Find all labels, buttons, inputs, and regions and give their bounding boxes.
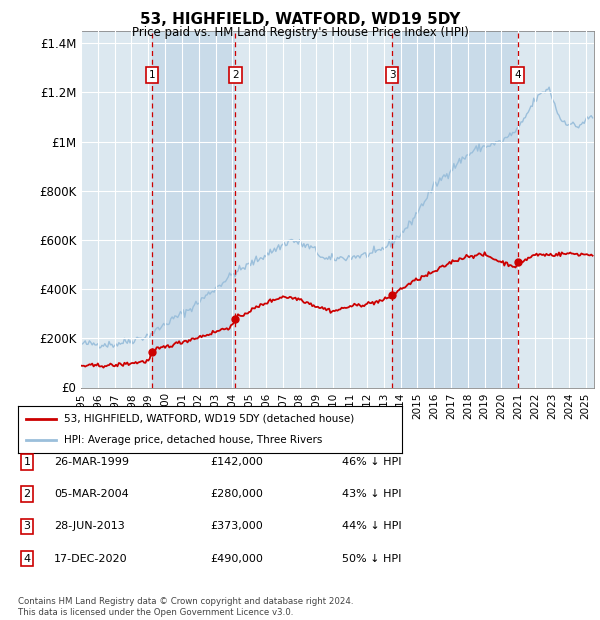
Text: 17-DEC-2020: 17-DEC-2020 bbox=[54, 554, 128, 564]
Text: 2: 2 bbox=[232, 70, 239, 80]
Text: £280,000: £280,000 bbox=[210, 489, 263, 499]
Text: 3: 3 bbox=[23, 521, 31, 531]
Text: 50% ↓ HPI: 50% ↓ HPI bbox=[342, 554, 401, 564]
Text: HPI: Average price, detached house, Three Rivers: HPI: Average price, detached house, Thre… bbox=[64, 435, 322, 445]
Text: 1: 1 bbox=[149, 70, 155, 80]
Text: 3: 3 bbox=[389, 70, 395, 80]
Text: 44% ↓ HPI: 44% ↓ HPI bbox=[342, 521, 401, 531]
Text: 53, HIGHFIELD, WATFORD, WD19 5DY: 53, HIGHFIELD, WATFORD, WD19 5DY bbox=[140, 12, 460, 27]
Text: 4: 4 bbox=[23, 554, 31, 564]
Text: 4: 4 bbox=[514, 70, 521, 80]
Text: Contains HM Land Registry data © Crown copyright and database right 2024.
This d: Contains HM Land Registry data © Crown c… bbox=[18, 598, 353, 617]
Text: Price paid vs. HM Land Registry's House Price Index (HPI): Price paid vs. HM Land Registry's House … bbox=[131, 26, 469, 39]
Text: £142,000: £142,000 bbox=[210, 457, 263, 467]
Bar bbox=[392, 31, 518, 388]
Text: £373,000: £373,000 bbox=[210, 521, 263, 531]
Text: 43% ↓ HPI: 43% ↓ HPI bbox=[342, 489, 401, 499]
Text: 53, HIGHFIELD, WATFORD, WD19 5DY (detached house): 53, HIGHFIELD, WATFORD, WD19 5DY (detach… bbox=[64, 414, 355, 423]
Text: £490,000: £490,000 bbox=[210, 554, 263, 564]
Text: 26-MAR-1999: 26-MAR-1999 bbox=[54, 457, 129, 467]
Text: 1: 1 bbox=[23, 457, 31, 467]
Text: 28-JUN-2013: 28-JUN-2013 bbox=[54, 521, 125, 531]
Bar bbox=[152, 31, 235, 388]
Text: 46% ↓ HPI: 46% ↓ HPI bbox=[342, 457, 401, 467]
Text: 2: 2 bbox=[23, 489, 31, 499]
Text: 05-MAR-2004: 05-MAR-2004 bbox=[54, 489, 129, 499]
